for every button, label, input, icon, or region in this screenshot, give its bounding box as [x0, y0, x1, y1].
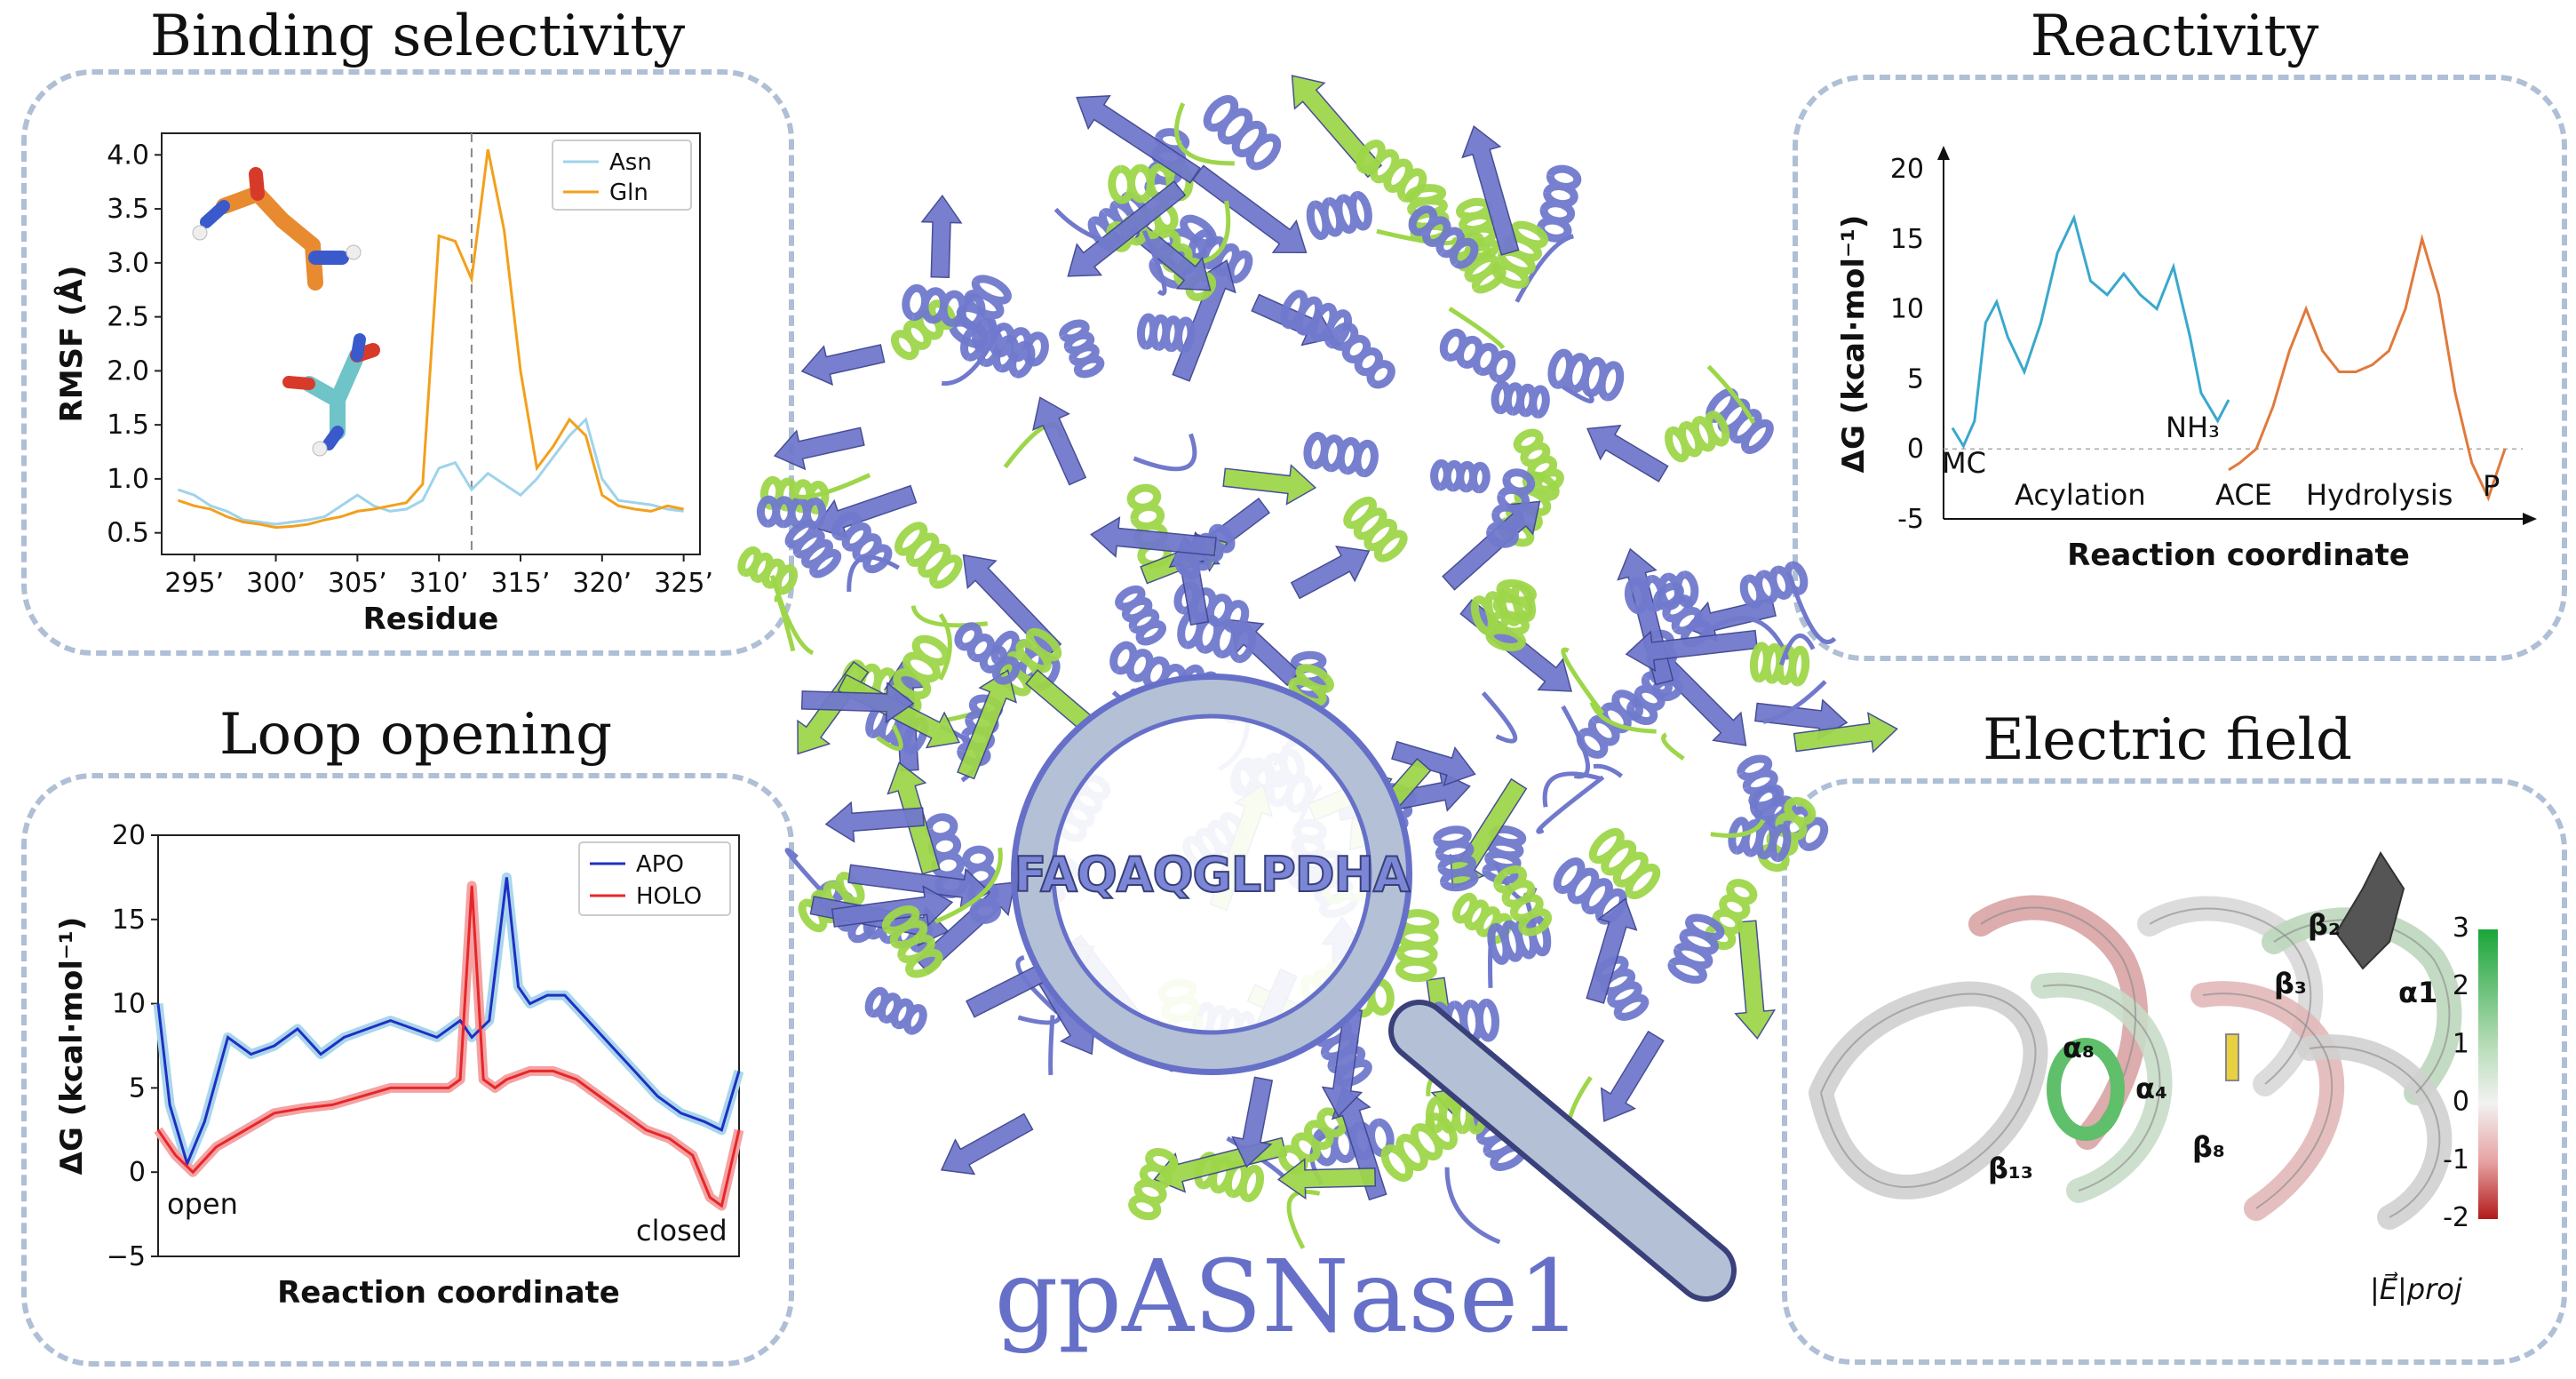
reactivity-x-arrow — [2523, 513, 2537, 525]
loop-legend-label: HOLO — [636, 883, 702, 910]
alpha4-helix — [2047, 1038, 2125, 1141]
binding-ytick-label: 3.0 — [107, 248, 149, 279]
loop-ytick-label: 10 — [112, 989, 146, 1020]
reactivity-label-p: P — [2483, 469, 2500, 503]
reactivity-xlabel: Reaction coordinate — [2067, 538, 2410, 573]
binding-ytick-label: 2.5 — [107, 302, 149, 333]
reactivity-series-hydrolysis — [2228, 233, 2507, 502]
binding-xtick-label: 315’ — [491, 568, 551, 599]
field-label: β₂ — [2308, 908, 2341, 942]
colorbar-tick-label: 3 — [2453, 913, 2469, 944]
binding-xtick-label: 320’ — [572, 568, 632, 599]
loop-ytick-label: 15 — [112, 905, 146, 936]
loop-xlabel: Reaction coordinate — [277, 1275, 620, 1311]
reactivity-ylabel: ΔG (kcal·mol⁻¹) — [1836, 215, 1872, 474]
binding-ytick-label: 1.5 — [107, 410, 149, 441]
loop-label-closed: closed — [636, 1214, 727, 1247]
peptide-sequence-label: FAQAQGLPDHA — [1013, 846, 1411, 904]
binding-xtick-label: 295’ — [164, 568, 224, 599]
loop-legend-label: APO — [636, 851, 684, 878]
panel-reactivity — [1793, 75, 2567, 661]
binding-series-gln — [177, 148, 684, 530]
loop-ylabel: ΔG (kcal·mol⁻¹) — [54, 917, 90, 1176]
binding-ytick-label: 2.0 — [107, 355, 149, 387]
colorbar-tick-label: 2 — [2453, 970, 2469, 1001]
reactivity-ytick-label: 0 — [1907, 434, 1924, 465]
reactivity-label-ace: ACE — [2215, 478, 2272, 512]
binding-legend-label: Gln — [609, 179, 648, 206]
binding-ylabel: RMSF (Å) — [53, 266, 90, 423]
loop-ytick-label: 0 — [129, 1157, 146, 1188]
field-label: α1 — [2398, 976, 2437, 1009]
loop-ytick-label: 20 — [112, 820, 146, 851]
colorbar-tick-label: 1 — [2453, 1028, 2469, 1059]
reactivity-ytick-label: 5 — [1907, 363, 1924, 395]
reactivity-series-acylation — [1951, 213, 2230, 450]
title-electric-field: Electric field — [1983, 707, 2352, 773]
panel-loop-opening — [21, 773, 794, 1367]
reactivity-y-arrow — [1937, 146, 1950, 160]
binding-ytick-label: 3.5 — [107, 194, 149, 225]
title-loop-opening: Loop opening — [219, 702, 613, 768]
gln-molecule-icon — [192, 167, 362, 291]
panel-binding-selectivity — [21, 69, 794, 656]
reactivity-label-mc: MC — [1942, 446, 1986, 480]
colorbar-tick-label: -1 — [2443, 1144, 2469, 1176]
panel-electric-field — [1782, 778, 2567, 1365]
beta2-arrow — [2334, 850, 2405, 970]
field-label: α₈ — [2063, 1031, 2095, 1064]
loop-series-apo — [156, 877, 741, 1168]
binding-xtick-label: 300’ — [246, 568, 306, 599]
binding-ytick-label: 4.0 — [107, 139, 149, 171]
colorbar-tick-label: 0 — [2453, 1087, 2469, 1118]
ligand — [2225, 1033, 2239, 1081]
binding-xtick-label: 305’ — [328, 568, 387, 599]
field-label: β₈ — [2192, 1130, 2225, 1164]
loop-series-holo — [156, 885, 741, 1208]
reactivity-label-nh3: NH₃ — [2166, 411, 2220, 444]
binding-xtick-label: 325’ — [654, 568, 713, 599]
binding-legend-label: Asn — [609, 149, 652, 176]
field-label: α₄ — [2135, 1072, 2167, 1105]
loop-ytick-label: 5 — [129, 1072, 146, 1104]
colorbar — [2478, 929, 2498, 1219]
colorbar-label: |E⃗|proj — [2370, 1271, 2462, 1306]
molecule-title: gpASNase1 — [994, 1240, 1582, 1355]
binding-xtick-label: 310’ — [409, 568, 469, 599]
binding-ytick-label: 0.5 — [107, 518, 149, 549]
loop-ytick-label: −5 — [107, 1241, 146, 1272]
reactivity-label-hydrolysis: Hydrolysis — [2306, 478, 2453, 512]
binding-series-asn — [177, 417, 684, 526]
binding-xlabel: Residue — [363, 602, 499, 637]
asn-molecule-icon — [282, 333, 380, 457]
reactivity-ytick-label: 20 — [1890, 154, 1924, 185]
reactivity-ytick-label: 15 — [1890, 224, 1924, 255]
loop-label-open: open — [167, 1187, 238, 1221]
reactivity-label-acylation: Acylation — [2015, 478, 2146, 512]
colorbar-tick-label: -2 — [2443, 1202, 2469, 1233]
reactivity-ytick-label: 10 — [1890, 294, 1924, 325]
binding-ytick-label: 1.0 — [107, 464, 149, 495]
reactivity-ytick-label: -5 — [1897, 504, 1924, 535]
field-label: β₃ — [2274, 967, 2307, 1000]
title-reactivity: Reactivity — [2030, 4, 2319, 69]
field-label: β₁₃ — [1988, 1152, 2033, 1185]
title-binding-selectivity: Binding selectivity — [149, 4, 686, 69]
